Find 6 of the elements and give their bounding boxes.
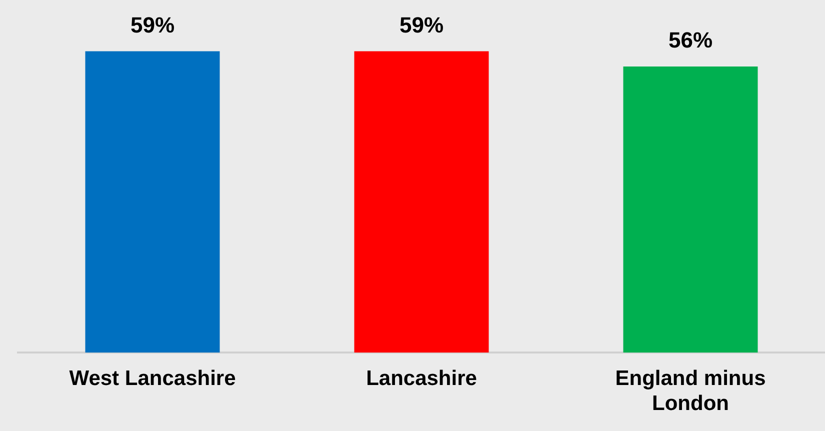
data-label: 56% [668, 28, 713, 53]
data-label: 59% [130, 12, 175, 38]
x-tick-label: West Lancashire [69, 366, 236, 390]
x-tick-label: England minus London [615, 366, 766, 416]
data-label: 59% [399, 12, 444, 38]
x-tick-label: Lancashire [366, 366, 477, 390]
